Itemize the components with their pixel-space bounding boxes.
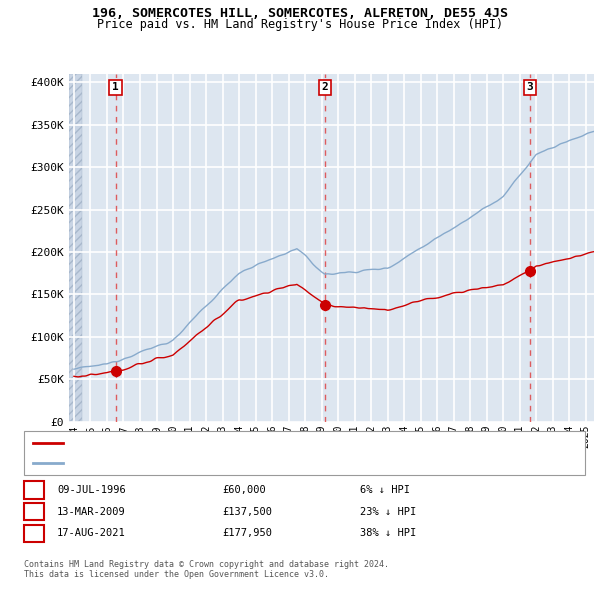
Text: HPI: Average price, detached house, Amber Valley: HPI: Average price, detached house, Ambe… [69,458,351,467]
Bar [69,74,82,422]
Text: £177,950: £177,950 [222,529,272,538]
Text: 6% ↓ HPI: 6% ↓ HPI [360,485,410,494]
Text: 3: 3 [527,83,533,93]
Text: Contains HM Land Registry data © Crown copyright and database right 2024.
This d: Contains HM Land Registry data © Crown c… [24,560,389,579]
Text: 2: 2 [322,83,328,93]
Text: 2: 2 [31,507,37,516]
Text: 196, SOMERCOTES HILL, SOMERCOTES, ALFRETON, DE55 4JS: 196, SOMERCOTES HILL, SOMERCOTES, ALFRET… [92,7,508,20]
Text: 13-MAR-2009: 13-MAR-2009 [57,507,126,516]
Text: 3: 3 [31,529,37,538]
Text: 17-AUG-2021: 17-AUG-2021 [57,529,126,538]
Text: £137,500: £137,500 [222,507,272,516]
Text: 196, SOMERCOTES HILL, SOMERCOTES, ALFRETON, DE55 4JS (detached house): 196, SOMERCOTES HILL, SOMERCOTES, ALFRET… [69,438,475,448]
Text: 1: 1 [112,83,119,93]
Text: 1: 1 [31,485,37,494]
Bar [69,74,82,422]
Text: Price paid vs. HM Land Registry's House Price Index (HPI): Price paid vs. HM Land Registry's House … [97,18,503,31]
Text: 38% ↓ HPI: 38% ↓ HPI [360,529,416,538]
Text: £60,000: £60,000 [222,485,266,494]
Text: 23% ↓ HPI: 23% ↓ HPI [360,507,416,516]
Text: 09-JUL-1996: 09-JUL-1996 [57,485,126,494]
